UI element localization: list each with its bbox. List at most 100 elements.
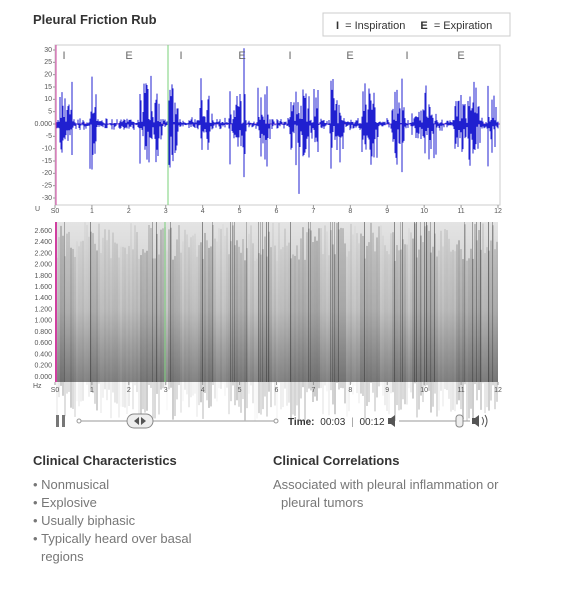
y-tick-label: 25 <box>44 59 52 66</box>
spectrogram-column <box>242 239 244 400</box>
pause-button[interactable] <box>56 415 65 427</box>
spectrogram-column <box>440 230 442 391</box>
spectrogram-column <box>130 223 132 384</box>
spectrogram <box>56 222 498 421</box>
x-tick-label: 3 <box>164 208 168 215</box>
y-tick-label: 10 <box>44 96 52 103</box>
spectrogram-streak <box>472 222 473 382</box>
spectrogram-column <box>454 251 456 412</box>
y-tick-label: 1.200 <box>34 306 52 313</box>
y-tick-label: 0.000 <box>34 374 52 381</box>
x-tick-label: 2 <box>127 208 131 215</box>
spectrogram-column <box>288 242 290 403</box>
spectrogram-column <box>452 249 454 410</box>
time-separator: | <box>351 417 354 428</box>
y-tick-label: 0.600 <box>34 340 52 347</box>
x-tick-label: S0 <box>51 208 60 215</box>
spectrogram-column <box>408 228 410 388</box>
spectrogram-column <box>470 248 472 409</box>
spectrogram-column <box>212 225 214 386</box>
spectrogram-streak <box>332 222 333 382</box>
spectrogram-column <box>278 222 280 383</box>
spectrogram-column <box>222 224 224 384</box>
seek-start <box>76 418 82 424</box>
y-tick-label: 2.400 <box>34 239 52 246</box>
spectrogram-column <box>496 241 498 402</box>
spectrogram-column <box>366 245 368 406</box>
spectrogram-column <box>402 239 404 400</box>
spectrogram-column <box>74 256 76 417</box>
spectrogram-column <box>84 222 86 382</box>
spectrogram-streak <box>310 222 311 382</box>
x-tick-label: 8 <box>348 387 352 394</box>
spectrogram-column <box>428 230 430 391</box>
spectrogram-column <box>232 225 234 386</box>
x-tick-label: 11 <box>457 387 464 394</box>
x-tick-label: 3 <box>164 387 168 394</box>
spectrogram-column <box>280 249 282 410</box>
spectrogram-streak <box>488 222 489 382</box>
spectrogram-streak <box>64 222 65 382</box>
spectrogram-streak <box>364 222 365 382</box>
spectrogram-column <box>268 231 270 392</box>
spectrogram-column <box>420 235 422 396</box>
spectrogram-streak <box>416 222 417 382</box>
x-tick-label: 10 <box>420 387 428 394</box>
spectrogram-column <box>424 226 426 387</box>
spectrogram-column <box>146 250 148 411</box>
mute-button[interactable] <box>388 415 395 427</box>
legend-key: E <box>420 20 427 32</box>
spectrogram-streak <box>170 222 171 382</box>
spectrogram-streak <box>330 222 331 382</box>
spectrogram-streak <box>492 222 493 382</box>
spectrogram-column <box>192 235 194 396</box>
y-tick-label: 0.800 <box>34 329 52 336</box>
spectrogram-column <box>78 246 80 407</box>
spectrogram-column <box>94 243 96 404</box>
list-item: Explosive <box>33 494 208 512</box>
spectrogram-column <box>490 240 492 401</box>
list-item: Typically heard over basal regions <box>33 530 208 566</box>
spectrogram-column <box>196 256 198 417</box>
spectrogram-column <box>358 243 360 404</box>
y-tick-label: 2.600 <box>34 228 52 235</box>
spectrogram-column <box>474 224 476 385</box>
y-tick-label: -10 <box>42 146 52 153</box>
legend-label: = Expiration <box>434 20 492 32</box>
spectrogram-column <box>430 252 432 413</box>
volume-max-button[interactable] <box>472 414 488 428</box>
spectrogram-column <box>378 226 380 387</box>
spectrogram-column <box>472 258 474 419</box>
spectrogram-column <box>76 241 78 401</box>
spectrogram-column <box>144 252 146 413</box>
spectrogram-streak <box>268 222 269 382</box>
time-label: Time: <box>288 417 315 428</box>
x-tick-label: 4 <box>201 208 205 215</box>
x-tick-label: 1 <box>90 387 94 394</box>
seek-handle[interactable] <box>126 413 154 429</box>
spectrogram-column <box>282 247 284 408</box>
spectrogram-column <box>168 229 170 390</box>
spectrogram-column <box>150 227 152 388</box>
spectrogram-column <box>218 228 220 388</box>
spectrogram-column <box>286 245 288 406</box>
spectrogram-streak <box>202 222 203 382</box>
x-tick-label: 6 <box>275 387 279 394</box>
volume-handle[interactable] <box>455 414 464 428</box>
spectrogram-streak <box>152 222 153 382</box>
spectrogram-column <box>172 259 174 420</box>
spectrogram-column <box>100 253 102 414</box>
spectrogram-column <box>320 228 322 389</box>
spectrogram-column <box>398 250 400 411</box>
x-tick-label: 11 <box>457 208 464 215</box>
spectrogram-column <box>216 241 218 401</box>
spectrogram-column <box>334 254 336 415</box>
spectrogram-column <box>314 236 316 397</box>
y-tick-label: 1.400 <box>34 295 52 302</box>
spectrogram-column <box>414 223 416 384</box>
spectrogram-column <box>436 256 438 417</box>
spectrogram-column <box>62 235 64 396</box>
spectrogram-column <box>456 244 458 405</box>
legend-label: = Inspiration <box>345 20 405 32</box>
